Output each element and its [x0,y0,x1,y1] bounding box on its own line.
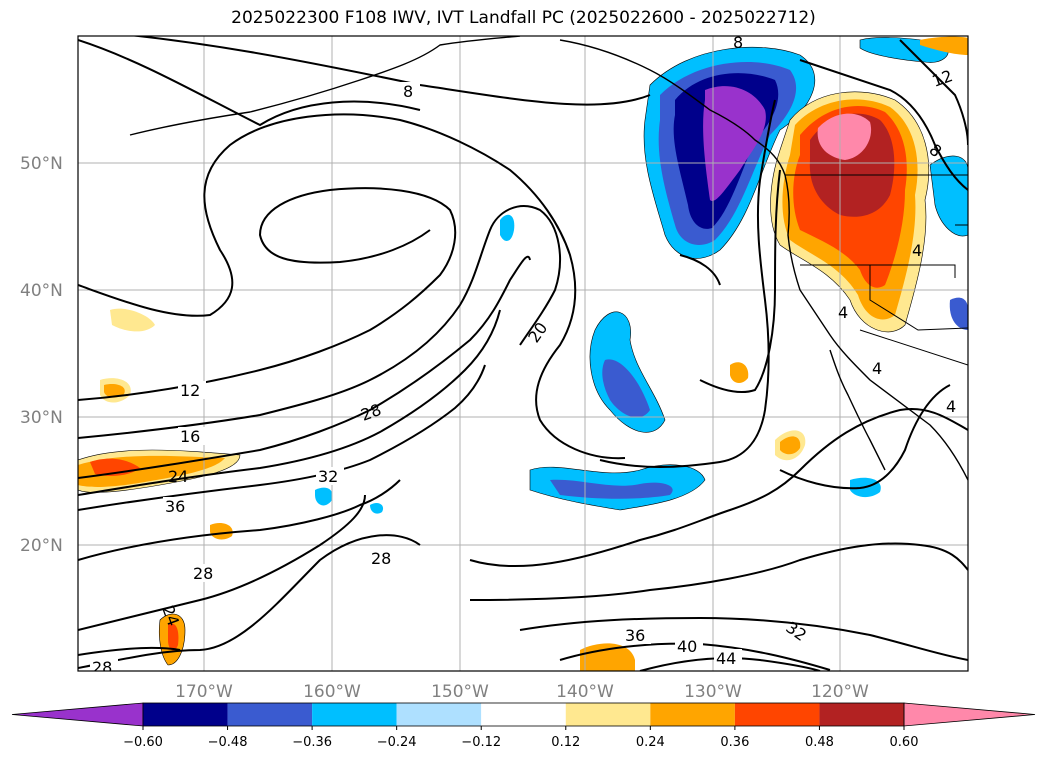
lon-label: 150°W [431,682,489,702]
contour-label: 8 [733,33,743,52]
colorbar-tick-label: 0.48 [805,735,834,750]
lon-label: 120°W [811,682,869,702]
colorbar-extend-high [903,702,1036,727]
contour-label: 28 [193,564,213,583]
longitude-labels: 170°W 160°W 150°W 140°W 130°W 120°W [175,682,869,702]
lon-label: 140°W [556,682,614,702]
contour-label: 4 [872,359,882,378]
colorbar-segment [227,703,313,726]
contour-label: 28 [92,658,112,677]
latitude-labels: 50°N 40°N 30°N 20°N [20,154,63,556]
contour-label: 4 [912,241,922,260]
coastlines [129,36,968,481]
colorbar: −0.60 −0.48 −0.36 −0.24 −0.12 0.12 0.24 0.36 0.4… [11,702,1036,750]
colorbar-segment [143,703,228,726]
colorbar-tick-label: 0.12 [551,735,580,750]
map-title: 2025022300 F108 IWV, IVT Landfall PC (20… [231,8,816,28]
colorbar-tick-label: −0.60 [123,735,163,750]
contour-label: 12 [180,381,200,400]
contour-label: 32 [318,467,338,486]
colorbar-segment [565,703,651,726]
gridlines [78,36,968,671]
lat-label: 30°N [20,408,63,428]
lat-label: 50°N [20,154,63,174]
lon-label: 170°W [175,682,233,702]
colorbar-extend-low [11,702,144,727]
lat-label: 20°N [20,536,63,556]
colorbar-segment [481,703,566,726]
lat-label: 40°N [20,281,63,301]
colorbar-segment [734,703,820,726]
contour-label: 44 [716,649,736,668]
colorbar-frame [142,702,905,727]
colorbar-segment [819,703,904,726]
colorbar-segment [396,703,482,726]
contour-label: 4 [946,397,956,416]
contour-label: 36 [165,497,185,516]
positive-anomaly-shading [78,36,968,671]
map-area: 8 12 16 24 36 32 28 28 24 28 20 36 40 44… [78,33,968,677]
colorbar-segment [312,703,397,726]
contour-label: 24 [168,467,188,486]
contour-label: 16 [180,427,200,446]
colorbar-tick-label: 0.60 [890,735,919,750]
contour-label: 4 [838,303,848,322]
contour-label: 36 [625,626,645,645]
colorbar-tick-label: −0.48 [208,735,248,750]
map-frame [77,35,969,672]
colorbar-tick-label: 0.36 [720,735,749,750]
colorbar-tick-label: −0.36 [292,735,332,750]
lon-label: 160°W [303,682,361,702]
contour-label: 28 [371,549,391,568]
contour-label: 8 [403,82,413,101]
iwv-contours [78,36,968,671]
contour-label: 40 [677,637,697,656]
colorbar-segment [650,703,735,726]
lon-label: 130°W [684,682,742,702]
colorbar-tick-label: −0.12 [461,735,501,750]
colorbar-tick-label: −0.24 [377,735,417,750]
colorbar-tick-label: 0.24 [636,735,665,750]
